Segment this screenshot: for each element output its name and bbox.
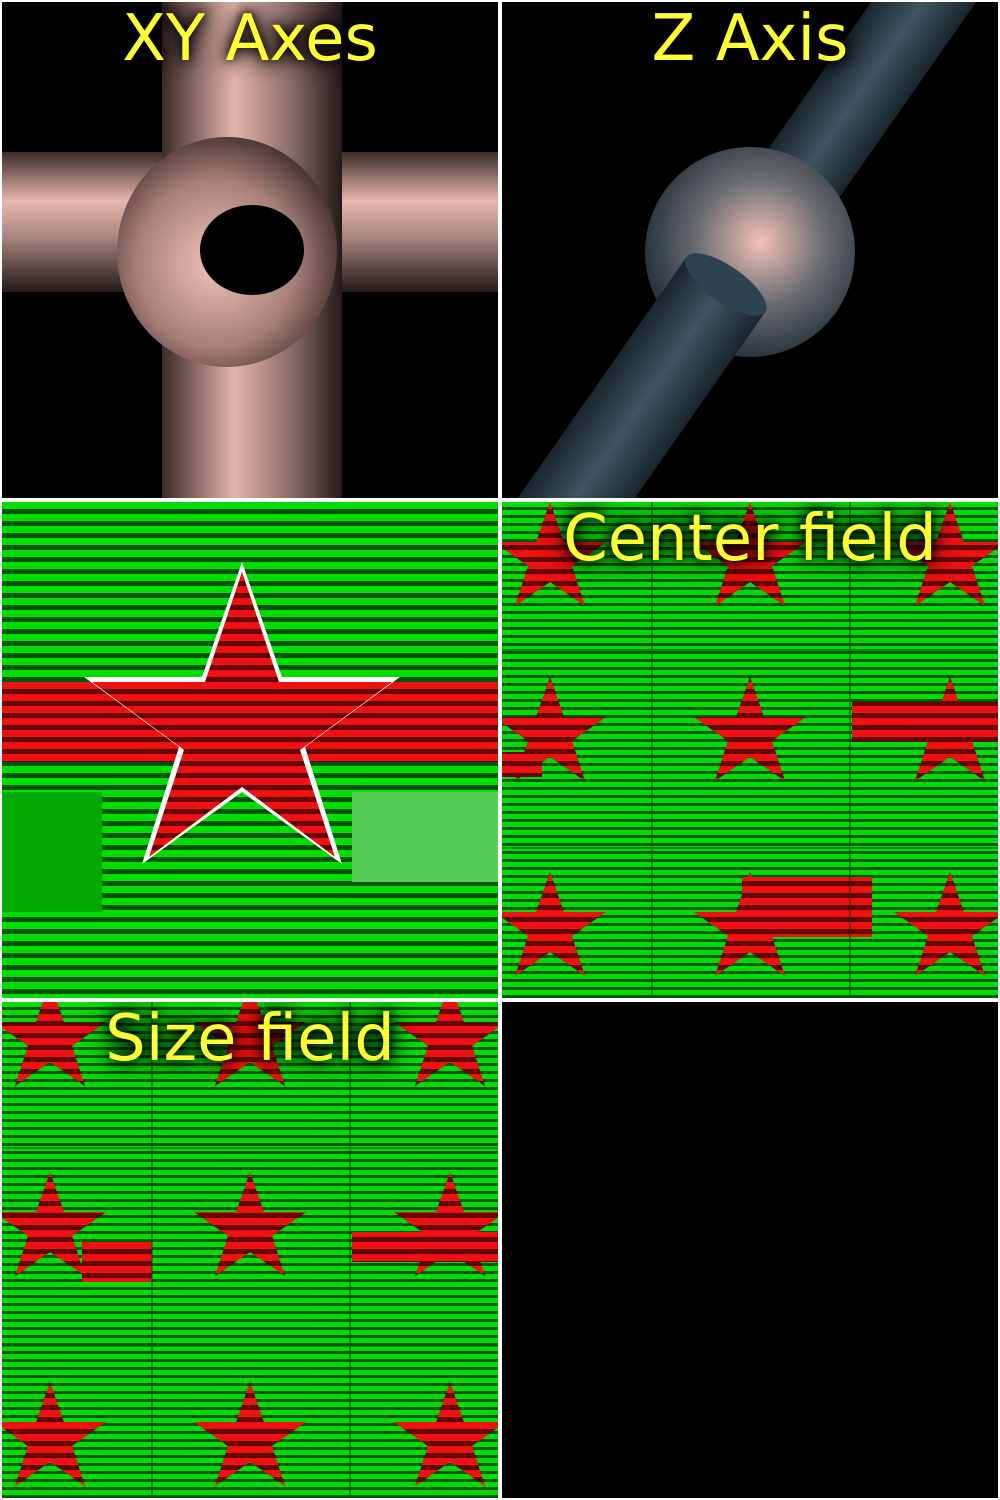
star-pattern-panel — [2, 502, 498, 998]
size-field-render — [2, 1002, 498, 1498]
center-field-label: Center field — [563, 502, 937, 576]
star-grid — [2, 1002, 498, 1486]
xy-axes-label: XY Axes — [122, 2, 378, 76]
xy-axes-render — [2, 2, 498, 498]
z-rod-front — [502, 256, 766, 498]
z-axis-render — [502, 2, 998, 498]
size-field-panel: Size field — [2, 1002, 498, 1498]
torus-hole — [200, 205, 304, 295]
z-axis-panel: Z Axis — [502, 2, 998, 498]
xy-axes-panel: XY Axes — [2, 2, 498, 498]
green-block-left — [2, 792, 102, 912]
green-block-right — [352, 792, 498, 882]
center-field-render — [502, 502, 998, 998]
empty-panel — [502, 1002, 998, 1498]
star-pattern-render — [2, 502, 498, 998]
z-axis-label: Z Axis — [651, 2, 849, 76]
star-shape — [84, 562, 400, 864]
size-field-label: Size field — [105, 1002, 395, 1076]
center-field-panel: Center field — [502, 502, 998, 998]
